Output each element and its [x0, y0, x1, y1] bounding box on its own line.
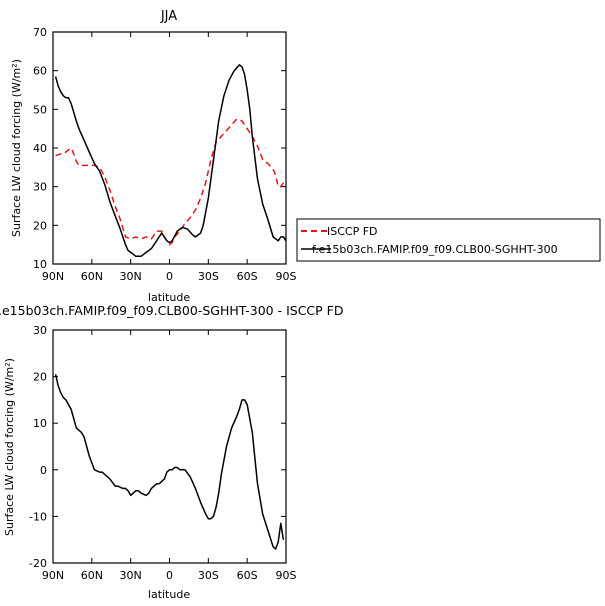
bottom-x-tick-label: 60S — [237, 569, 258, 582]
legend-label-isccp: ISCCP FD — [327, 225, 378, 238]
top-y-axis-label: Surface LW cloud forcing (W/m²) — [10, 59, 23, 237]
top-plot-frame — [52, 31, 287, 265]
top-x-tick-label: 90N — [42, 270, 64, 283]
top-series-line-2 — [54, 64, 287, 258]
bottom-y-tick-label: 0 — [40, 464, 47, 477]
top-x-tick-label: 0 — [166, 270, 173, 283]
bottom-panel: f.e15b03ch.FAMIP.f09_f09.CLB00-SGHHT-300… — [0, 303, 343, 601]
bottom-x-tick-label: 90N — [42, 569, 64, 582]
top-x-tick-label: 90S — [276, 270, 297, 283]
top-y-tick-label: 60 — [33, 65, 47, 78]
top-y-tick-label: 50 — [33, 103, 47, 116]
top-panel: JJA 90N 60N 30N 0 30S 60S 90S 10 20 30 40 50 60 70 la… — [10, 9, 297, 304]
top-y-tick-label: 20 — [33, 219, 47, 232]
legend: ISCCP FD f.e15b03ch.FAMIP.f09_f09.CLB00-… — [296, 218, 601, 262]
top-y-tick-label: 30 — [33, 181, 47, 194]
top-y-tick-label: 40 — [33, 142, 47, 155]
bottom-x-tick-label: 0 — [166, 569, 173, 582]
bottom-x-tick-label: 60N — [81, 569, 103, 582]
bottom-y-tick-label: -20 — [29, 557, 47, 570]
top-y-tick-label: 10 — [33, 258, 47, 271]
top-series-line-1 — [55, 118, 285, 246]
bottom-y-tick-label: 30 — [33, 324, 47, 337]
bottom-y-tick-label: 20 — [33, 371, 47, 384]
legend-label-model: f.e15b03ch.FAMIP.f09_f09.CLB00-SGHHT-300 — [312, 243, 558, 256]
bottom-x-tick-label: 30S — [198, 569, 219, 582]
bottom-x-tick-label: 30N — [120, 569, 142, 582]
bottom-series-line-1 — [54, 374, 285, 550]
bottom-panel-title: f.e15b03ch.FAMIP.f09_f09.CLB00-SGHHT-300… — [0, 303, 343, 318]
bottom-y-tick-label: -10 — [29, 510, 47, 523]
bottom-y-axis-label: Surface LW cloud forcing (W/m²) — [3, 358, 16, 536]
bottom-plot-frame — [52, 329, 287, 564]
top-y-tick-label: 70 — [33, 26, 47, 39]
top-x-tick-label: 30N — [120, 270, 142, 283]
top-x-tick-label: 30S — [198, 270, 219, 283]
legend-box — [296, 218, 601, 262]
bottom-plot-area: 90N 60N 30N 0 30S 60S 90S -20 -10 0 10 20 30 — [29, 324, 296, 582]
bottom-y-tick-label: 10 — [33, 417, 47, 430]
top-x-tick-label: 60N — [81, 270, 103, 283]
bottom-x-axis-label: latitude — [148, 588, 190, 601]
top-panel-title: JJA — [160, 9, 177, 24]
bottom-x-tick-label: 90S — [276, 569, 297, 582]
top-x-axis-label: latitude — [148, 291, 190, 304]
top-plot-area: 90N 60N 30N 0 30S 60S 90S 10 20 30 40 50 60 70 — [33, 26, 297, 283]
top-x-tick-label: 60S — [237, 270, 258, 283]
